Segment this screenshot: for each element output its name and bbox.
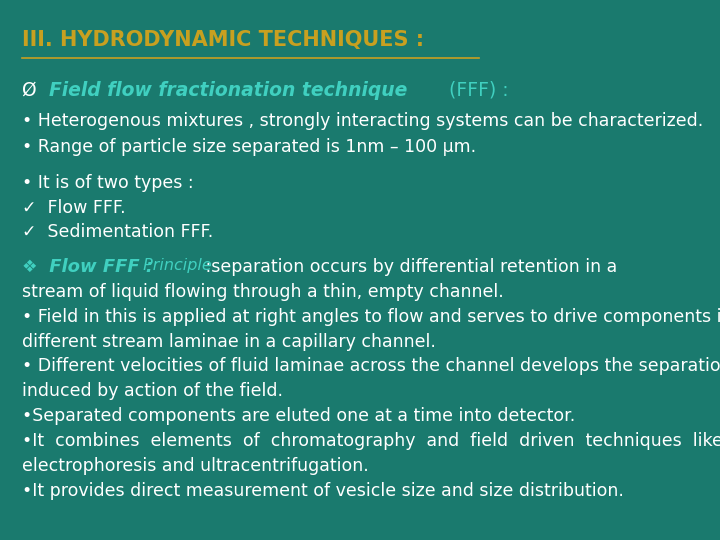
Text: ✓  Flow FFF.: ✓ Flow FFF.: [22, 199, 125, 217]
Text: (FFF) :: (FFF) :: [443, 81, 508, 100]
Text: different stream laminae in a capillary channel.: different stream laminae in a capillary …: [22, 333, 436, 350]
Text: • Field in this is applied at right angles to flow and serves to drive component: • Field in this is applied at right angl…: [22, 308, 720, 326]
Text: •Separated components are eluted one at a time into detector.: •Separated components are eluted one at …: [22, 407, 575, 425]
Text: Ø: Ø: [22, 81, 36, 100]
Text: ❖: ❖: [22, 258, 37, 276]
Text: •It  combines  elements  of  chromatography  and  field  driven  techniques  lik: •It combines elements of chromatography …: [22, 432, 720, 450]
Text: • Heterogenous mixtures , strongly interacting systems can be characterized.: • Heterogenous mixtures , strongly inter…: [22, 112, 703, 130]
Text: electrophoresis and ultracentrifugation.: electrophoresis and ultracentrifugation.: [22, 457, 369, 475]
Text: ✓  Sedimentation FFF.: ✓ Sedimentation FFF.: [22, 223, 213, 241]
Text: stream of liquid flowing through a thin, empty channel.: stream of liquid flowing through a thin,…: [22, 283, 503, 301]
Text: Field flow fractionation technique: Field flow fractionation technique: [49, 81, 408, 100]
Text: • Different velocities of fluid laminae across the channel develops the separati: • Different velocities of fluid laminae …: [22, 357, 720, 375]
Text: •It provides direct measurement of vesicle size and size distribution.: •It provides direct measurement of vesic…: [22, 482, 624, 500]
Text: induced by action of the field.: induced by action of the field.: [22, 382, 283, 400]
Text: Flow FFF :: Flow FFF :: [43, 258, 153, 276]
Text: III. HYDRODYNAMIC TECHNIQUES :: III. HYDRODYNAMIC TECHNIQUES :: [22, 30, 424, 50]
Text: Principle: Principle: [138, 258, 212, 273]
Text: :separation occurs by differential retention in a: :separation occurs by differential reten…: [200, 258, 618, 276]
Text: • It is of two types :: • It is of two types :: [22, 174, 193, 192]
Text: • Range of particle size separated is 1nm – 100 μm.: • Range of particle size separated is 1n…: [22, 138, 476, 156]
